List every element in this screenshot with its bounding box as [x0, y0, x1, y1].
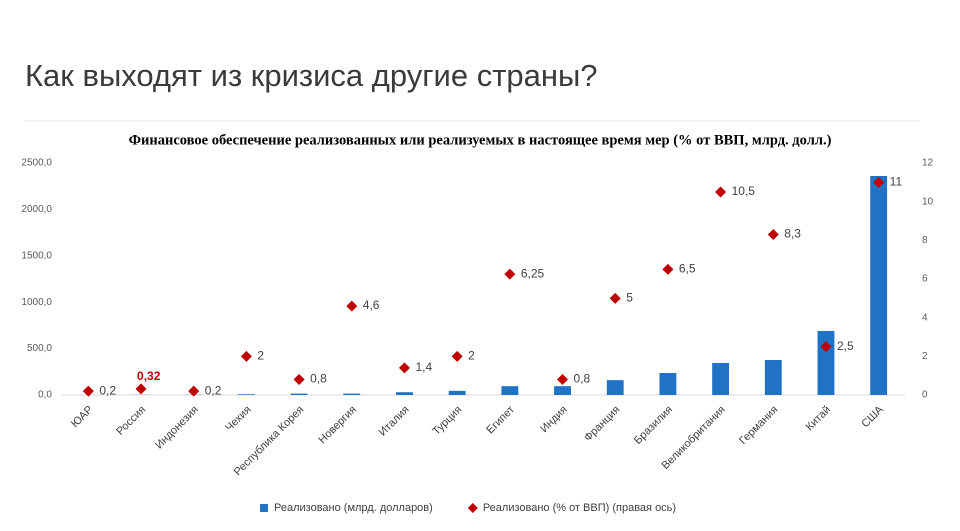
bar: [501, 386, 519, 395]
data-label: 11: [890, 175, 903, 189]
y-tick-label: 0,0: [38, 390, 52, 401]
x-tick-label: Россия: [114, 404, 148, 438]
data-label: 0,2: [99, 383, 116, 397]
data-label: 2: [468, 349, 475, 363]
x-tick-label: Китай: [804, 404, 834, 434]
page-title: Как выходят из кризиса другие страны?: [25, 58, 598, 93]
legend-swatch: [467, 503, 478, 513]
marker: [188, 385, 200, 397]
bar: [343, 393, 361, 395]
y2-tick-label: 8: [922, 235, 928, 246]
y-tick-label: 500,0: [27, 343, 52, 354]
y2-tick-label: 0: [922, 390, 928, 401]
y2-tick-label: 12: [922, 158, 934, 169]
bar: [712, 362, 730, 395]
marker: [398, 362, 410, 374]
y-tick-label: 2500,0: [21, 158, 52, 169]
y2-tick-label: 4: [922, 312, 928, 323]
y2-tick-label: 10: [922, 196, 934, 207]
marker: [662, 263, 674, 275]
x-tick-label: Индонезия: [153, 404, 201, 452]
x-tick-label: Франция: [582, 404, 622, 444]
bar: [817, 330, 835, 395]
data-label: 0,2: [205, 383, 222, 397]
data-label: 10,5: [732, 184, 756, 198]
bar: [448, 390, 466, 395]
bar: [606, 380, 624, 395]
data-label: 0,32: [137, 369, 161, 383]
x-tick-label: Германия: [737, 404, 780, 447]
y-tick-label: 1000,0: [21, 297, 52, 308]
data-label: 0,8: [574, 372, 591, 386]
bar: [870, 175, 888, 395]
chart-title: Финансовое обеспечение реализованных или…: [129, 132, 832, 148]
data-label: 6,5: [679, 262, 696, 276]
marker: [504, 268, 516, 280]
x-tick-label: Египет: [484, 404, 517, 437]
x-tick-label: Новергия: [316, 404, 359, 447]
data-label: 2,5: [837, 339, 854, 353]
bar: [237, 394, 255, 395]
marker: [767, 229, 779, 241]
bar: [554, 386, 571, 395]
y2-tick-label: 2: [922, 351, 928, 362]
marker: [873, 176, 885, 188]
legend-label: Реализовано (% от ВВП) (правая ось): [483, 502, 676, 514]
marker: [557, 374, 569, 386]
bar: [659, 373, 677, 395]
marker: [293, 374, 305, 386]
marker: [240, 350, 252, 362]
y2-tick-label: 6: [922, 274, 928, 285]
legend-label: Реализовано (млрд. долларов): [274, 502, 433, 514]
data-label: 0,8: [310, 372, 327, 386]
x-tick-label: США: [859, 403, 886, 430]
marker: [135, 383, 147, 395]
y-tick-label: 2000,0: [21, 204, 52, 215]
data-label: 6,25: [521, 266, 545, 280]
marker: [609, 292, 621, 304]
marker: [820, 341, 832, 353]
bar: [764, 360, 782, 395]
marker: [82, 385, 94, 397]
bar: [290, 393, 308, 395]
marker: [715, 186, 727, 198]
marker: [346, 300, 358, 312]
marker: [451, 350, 463, 362]
x-tick-label: Чехия: [223, 404, 253, 434]
y-tick-label: 1500,0: [21, 250, 52, 261]
legend-swatch: [260, 504, 268, 512]
data-label: 4,6: [363, 298, 380, 312]
x-tick-label: Бразилия: [632, 404, 675, 447]
x-tick-label: Италия: [377, 404, 412, 439]
bar: [396, 392, 413, 395]
x-tick-label: Турция: [430, 404, 464, 438]
data-label: 8,3: [784, 227, 801, 241]
data-label: 2: [257, 349, 264, 363]
x-tick-label: Индия: [538, 404, 569, 435]
x-tick-label: ЮАР: [69, 404, 95, 430]
data-label: 5: [626, 291, 633, 305]
data-label: 1,4: [415, 360, 432, 374]
